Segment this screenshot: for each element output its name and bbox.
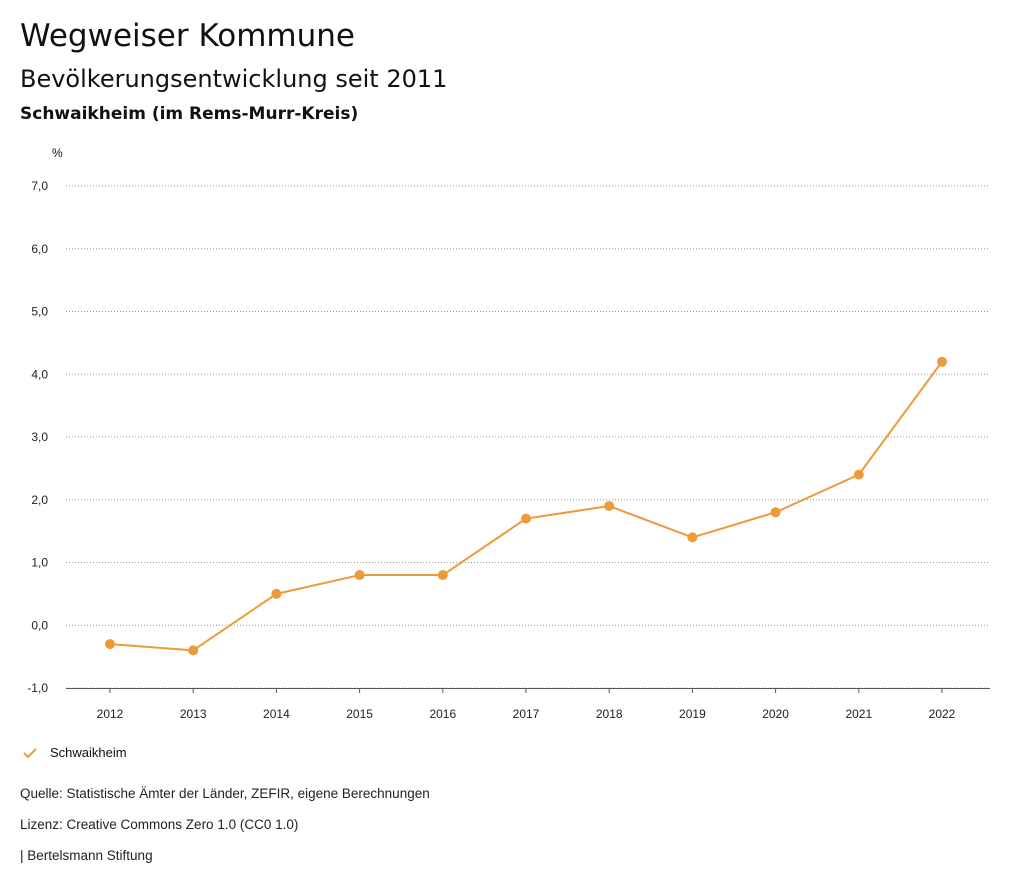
- data-point[interactable]: [521, 513, 531, 524]
- data-point[interactable]: [188, 645, 199, 656]
- series-line: [109, 361, 943, 652]
- x-tick-label: 2019: [679, 707, 706, 721]
- y-axis-unit: %: [52, 146, 63, 160]
- y-tick-label: 1,0: [31, 556, 48, 570]
- x-tick-label: 2016: [429, 707, 456, 721]
- y-tick-label: 6,0: [31, 242, 48, 256]
- data-point[interactable]: [937, 356, 947, 367]
- x-tick-label: 2014: [263, 707, 290, 721]
- data-point[interactable]: [271, 588, 282, 599]
- source-note: Quelle: Statistische Ämter der Länder, Z…: [20, 786, 430, 801]
- data-point[interactable]: [604, 501, 615, 512]
- legend-label: Schwaikheim: [50, 745, 127, 760]
- legend[interactable]: Schwaikheim: [22, 745, 127, 760]
- data-point[interactable]: [770, 507, 781, 518]
- license-note: Lizenz: Creative Commons Zero 1.0 (CC0 1…: [20, 817, 299, 832]
- y-tick-label: 7,0: [31, 179, 48, 193]
- x-tick-label: 2012: [97, 707, 124, 721]
- x-tick-label: 2022: [929, 707, 956, 721]
- page-title: Wegweiser Kommune: [20, 18, 355, 54]
- y-tick-label: 4,0: [31, 367, 48, 381]
- y-tick-label: 3,0: [31, 430, 48, 444]
- data-point[interactable]: [105, 639, 115, 650]
- x-tick-label: 2015: [346, 707, 373, 721]
- data-point[interactable]: [687, 532, 698, 543]
- x-tick-label: 2021: [845, 707, 872, 721]
- data-point[interactable]: [354, 570, 365, 581]
- publisher-note: | Bertelsmann Stiftung: [20, 848, 153, 863]
- x-tick-label: 2013: [180, 707, 207, 721]
- chart-subtitle: Bevölkerungsentwicklung seit 2011: [20, 65, 448, 93]
- line-chart: -1,0 0,0 1,0 2,0 3,0 4,0 5,0 6,0 7,0 2012 2013 201…: [27, 179, 990, 721]
- y-tick-label: 2,0: [31, 493, 48, 507]
- x-tick-label: 2017: [513, 707, 540, 721]
- x-tick-label: 2020: [762, 707, 789, 721]
- legend-check-icon: [23, 747, 37, 758]
- region-label: Schwaikheim (im Rems-Murr-Kreis): [20, 104, 359, 124]
- y-tick-label: -1,0: [27, 681, 48, 695]
- data-point[interactable]: [853, 469, 864, 480]
- y-tick-label: 5,0: [31, 305, 48, 319]
- y-tick-label: 0,0: [31, 618, 48, 632]
- x-tick-label: 2018: [596, 707, 623, 721]
- data-point[interactable]: [437, 570, 448, 581]
